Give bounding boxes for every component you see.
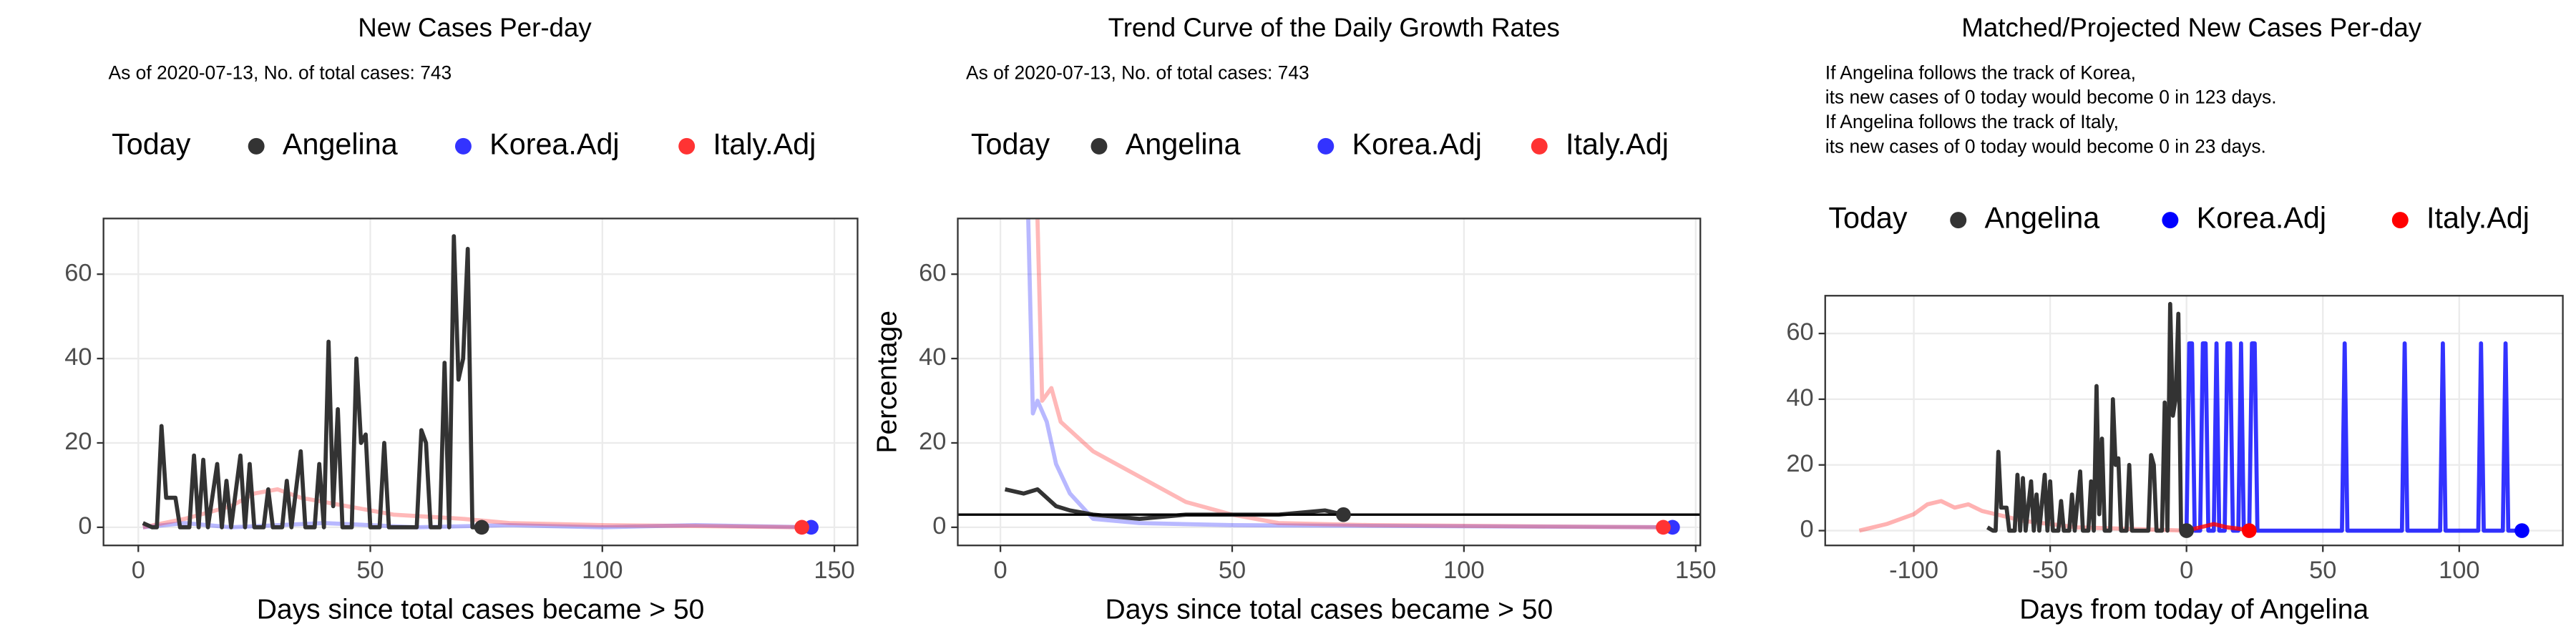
today-point (1336, 507, 1351, 522)
series-line (142, 487, 802, 530)
x-tick-label: -50 (2032, 557, 2068, 584)
y-tick-label: 40 (1786, 384, 1813, 411)
legend-marker (1091, 137, 1108, 155)
series-line (142, 234, 482, 530)
legend-label: Italy.Adj (713, 127, 816, 160)
x-tick-label: 50 (2309, 557, 2336, 584)
legend-title: Today (1828, 202, 1908, 235)
x-tick-label: 100 (2439, 557, 2479, 584)
note: its new cases of 0 today would become 0 … (1825, 87, 2277, 108)
x-axis-title: Days from today of Angelina (2019, 594, 2368, 625)
note: If Angelina follows the track of Italy, (1825, 111, 2119, 132)
legend-title: Today (971, 127, 1050, 160)
plot-border (102, 218, 859, 547)
note: its new cases of 0 today would become 0 … (1825, 136, 2266, 157)
today-point (2242, 523, 2257, 538)
legend-marker (454, 137, 472, 155)
legend-marker (2391, 212, 2409, 229)
series-line (1986, 301, 2187, 533)
x-axis-title: Days since total cases became > 50 (257, 594, 705, 625)
x-tick-label: 50 (356, 557, 384, 584)
today-point (2514, 523, 2529, 538)
series-line (1026, 219, 1673, 530)
x-tick-label: 0 (994, 557, 1008, 584)
plot-background (957, 218, 1701, 546)
series-line (1035, 219, 1664, 530)
x-tick-label: -100 (1889, 557, 1938, 584)
series-line (2184, 341, 2522, 533)
chart-title: Matched/Projected New Cases Per-day (1961, 13, 2422, 42)
x-tick-label: 150 (814, 557, 854, 584)
legend-label: Angelina (1984, 202, 2099, 235)
plot-background (103, 218, 858, 546)
legend-marker (248, 137, 265, 155)
y-tick-label: 60 (919, 259, 946, 286)
legend-label: Italy.Adj (1566, 127, 1669, 160)
x-tick-label: 100 (582, 557, 623, 584)
subtitle: As of 2020-07-13, No. of total cases: 74… (109, 62, 452, 83)
x-tick-label: 50 (1219, 557, 1246, 584)
x-axis-title: Days since total cases became > 50 (1106, 594, 1553, 625)
y-tick-label: 60 (64, 259, 92, 286)
legend-label: Angelina (1126, 127, 1241, 160)
y-axis-title: Percentage (872, 311, 902, 454)
y-tick-label: 0 (932, 512, 946, 540)
legend-label: Korea.Adj (2197, 202, 2326, 235)
panels: New Cases Per-day As of 2020-07-13, No. o… (64, 13, 2564, 625)
today-point (794, 519, 809, 535)
plot-border (1824, 295, 2564, 547)
y-tick-label: 40 (919, 343, 946, 371)
legend-marker (1531, 137, 1548, 155)
y-tick-label: 20 (919, 428, 946, 455)
legend-label: Angelina (283, 127, 398, 160)
legend-label: Korea.Adj (489, 127, 619, 160)
legend-label: Korea.Adj (1352, 127, 1482, 160)
chart-title: Trend Curve of the Daily Growth Rates (1108, 13, 1560, 42)
today-point (474, 519, 489, 535)
legend-label: Italy.Adj (2426, 202, 2529, 235)
legend-marker (1317, 137, 1335, 155)
legend-marker (678, 137, 696, 155)
x-tick-label: 100 (1443, 557, 1484, 584)
y-tick-label: 40 (64, 343, 92, 371)
y-tick-label: 20 (1786, 450, 1813, 477)
y-tick-label: 0 (1800, 516, 1814, 543)
today-point (1656, 519, 1671, 535)
legend-marker (2162, 212, 2179, 229)
y-tick-label: 60 (1786, 318, 1813, 346)
plot-border (957, 218, 1702, 547)
x-tick-label: 0 (132, 557, 145, 584)
x-tick-label: 150 (1675, 557, 1716, 584)
note: If Angelina follows the track of Korea, (1825, 62, 2136, 83)
subtitle: As of 2020-07-13, No. of total cases: 74… (966, 62, 1309, 83)
legend-marker (1950, 212, 1967, 229)
chart-title: New Cases Per-day (358, 13, 592, 42)
x-tick-label: 0 (2180, 557, 2193, 584)
y-tick-label: 20 (64, 428, 92, 455)
today-point (2179, 523, 2195, 538)
legend-title: Today (112, 127, 191, 160)
y-tick-label: 0 (78, 512, 92, 540)
